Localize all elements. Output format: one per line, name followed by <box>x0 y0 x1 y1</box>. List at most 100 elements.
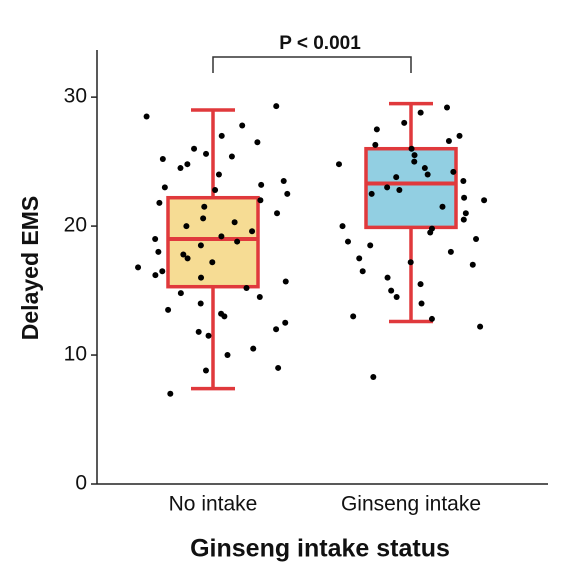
data-point <box>165 306 172 313</box>
data-point <box>273 326 280 333</box>
data-point <box>159 268 166 275</box>
data-point <box>224 352 231 359</box>
data-point <box>195 328 202 335</box>
significance-bracket <box>212 56 412 73</box>
box <box>166 195 260 289</box>
data-point <box>356 255 363 262</box>
y-tick-label: 0 <box>75 472 87 495</box>
data-point <box>167 390 174 397</box>
data-point <box>450 168 457 175</box>
data-point <box>275 364 282 371</box>
data-point <box>408 145 415 152</box>
data-point <box>411 152 418 159</box>
data-point <box>156 199 163 206</box>
data-point <box>384 184 391 191</box>
data-point <box>212 186 219 193</box>
data-point <box>428 225 435 232</box>
data-point <box>456 132 463 139</box>
y-axis-title: Delayed EMS <box>17 196 43 340</box>
data-point <box>215 171 222 178</box>
data-point <box>428 315 435 322</box>
data-point <box>257 197 264 204</box>
data-point <box>418 300 425 307</box>
data-point <box>258 181 265 188</box>
data-point <box>359 268 366 275</box>
data-point <box>274 210 281 217</box>
data-point <box>231 219 238 226</box>
data-point <box>135 264 142 271</box>
data-point <box>239 122 246 129</box>
data-point <box>183 223 190 230</box>
data-point <box>234 238 241 245</box>
data-point <box>284 190 291 197</box>
data-point <box>411 158 418 165</box>
data-point <box>197 242 204 249</box>
data-point <box>335 161 342 168</box>
data-point <box>161 184 168 191</box>
data-point <box>254 139 261 146</box>
data-point <box>218 310 225 317</box>
data-point <box>460 216 467 223</box>
data-point <box>184 161 191 168</box>
data-point <box>460 177 467 184</box>
data-point <box>273 103 280 110</box>
data-point <box>393 294 400 301</box>
data-point <box>203 150 210 157</box>
data-point <box>417 109 424 116</box>
data-point <box>155 248 162 255</box>
data-point <box>396 186 403 193</box>
data-point <box>218 233 225 240</box>
y-tick-label: 10 <box>64 343 87 366</box>
box <box>364 146 458 230</box>
data-point <box>243 284 250 291</box>
data-point <box>469 261 476 268</box>
data-point <box>444 104 451 111</box>
data-point <box>384 274 391 281</box>
data-point <box>421 165 428 172</box>
data-point <box>209 259 216 266</box>
data-point <box>372 141 379 148</box>
data-point <box>177 290 184 297</box>
data-point <box>249 228 256 235</box>
data-point <box>205 332 212 339</box>
data-point <box>393 174 400 181</box>
x-tick-label: No intake <box>169 493 258 516</box>
data-point <box>350 313 357 320</box>
data-point <box>473 235 480 242</box>
data-point <box>368 190 375 197</box>
data-point <box>198 274 205 281</box>
data-point <box>218 132 225 139</box>
data-point <box>344 238 351 245</box>
data-point <box>201 203 208 210</box>
data-point <box>477 323 484 330</box>
data-point <box>159 156 166 163</box>
data-point <box>184 255 191 262</box>
data-point <box>388 287 395 294</box>
data-point <box>370 373 377 380</box>
p-value-annotation: P < 0.001 <box>279 33 361 54</box>
data-point <box>197 300 204 307</box>
data-point <box>250 345 257 352</box>
data-point <box>191 145 198 152</box>
data-point <box>461 194 468 201</box>
data-point <box>424 171 431 178</box>
data-point <box>228 153 235 160</box>
data-point <box>373 126 380 133</box>
data-point <box>445 137 452 144</box>
data-point <box>401 119 408 126</box>
data-point <box>152 272 159 279</box>
data-point <box>481 197 488 204</box>
data-point <box>367 242 374 249</box>
data-point <box>152 235 159 242</box>
data-point <box>180 251 187 258</box>
data-point <box>447 248 454 255</box>
x-tick-label: Ginseng intake <box>341 493 481 516</box>
data-point <box>339 223 346 230</box>
y-tick-label: 30 <box>64 85 87 108</box>
data-point <box>417 281 424 288</box>
data-point <box>177 165 184 172</box>
data-point <box>256 294 263 301</box>
data-point <box>407 259 414 266</box>
